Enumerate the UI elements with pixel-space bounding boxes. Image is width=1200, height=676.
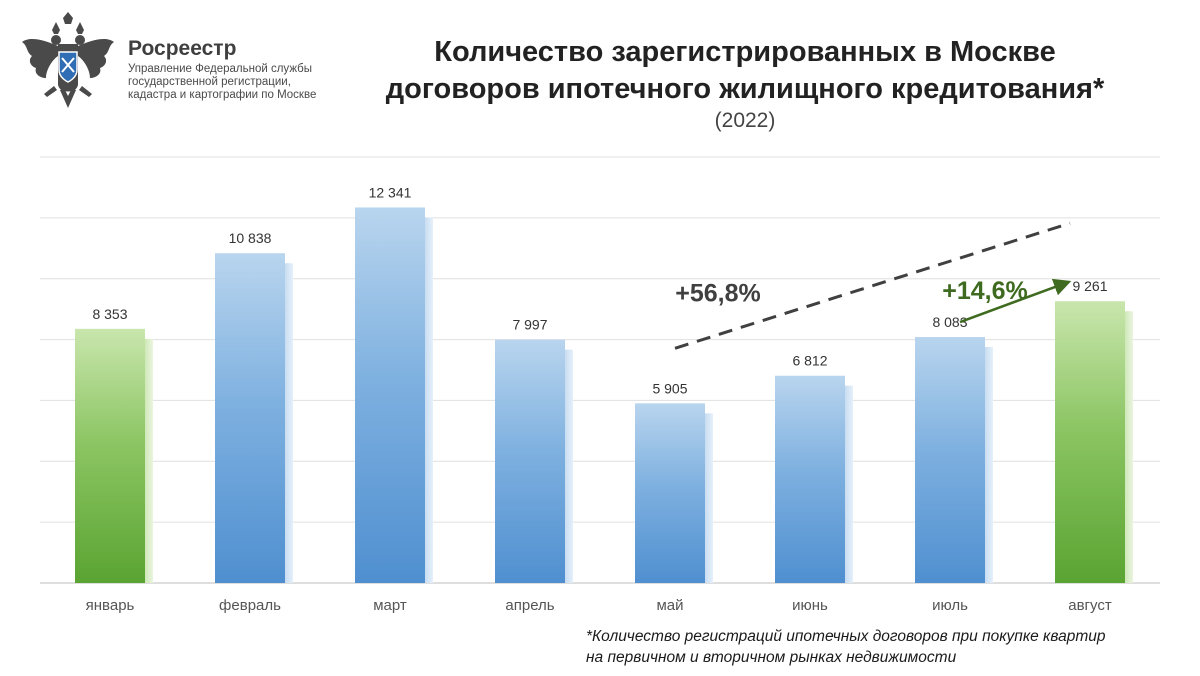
- x-tick-label: март: [373, 597, 407, 614]
- footnote-line: *Количество регистраций ипотечных догово…: [586, 628, 1106, 645]
- bar-май: [635, 403, 705, 583]
- annotations: +56,8% +14,6%: [674, 221, 1072, 350]
- org-description-line: государственной регистрации,: [128, 76, 291, 88]
- x-tick-label: июнь: [792, 597, 828, 614]
- double-headed-eagle-emblem-icon: [22, 12, 114, 108]
- annotation-label-dashed: +56,8%: [675, 279, 761, 307]
- value-label: 6 812: [792, 353, 827, 369]
- bar-shadow: [845, 385, 853, 583]
- x-tick-label: август: [1068, 597, 1112, 614]
- org-description-line: кадастра и картографии по Москве: [128, 89, 317, 101]
- bar-июнь: [775, 375, 845, 583]
- trend-dashed-line: [674, 221, 1071, 350]
- value-label: 8 083: [932, 314, 967, 330]
- footnote: *Количество регистраций ипотечных догово…: [586, 626, 1106, 668]
- chart-title-line-2: договоров ипотечного жилищного кредитова…: [385, 73, 1105, 105]
- value-label: 7 997: [512, 317, 547, 333]
- x-tick-label: июль: [932, 597, 968, 614]
- trend-arrow: [959, 278, 1072, 324]
- x-tick-label: апрель: [505, 597, 554, 614]
- org-description: Управление Федеральной службы государств…: [128, 63, 348, 102]
- x-tick-label: январь: [86, 597, 135, 614]
- chart-subtitle: (2022): [714, 109, 776, 132]
- footnote-line: на первичном и вторичном рынках недвижим…: [586, 649, 957, 666]
- x-tick-label: май: [656, 597, 683, 614]
- value-label: 10 838: [229, 230, 272, 246]
- value-labels: 8 353 10 838 12 341 7 997 5 905 6 812 8 083 9 2…: [92, 184, 1107, 396]
- annotation-label-arrow: +14,6%: [942, 277, 1028, 305]
- value-label: 5 905: [652, 380, 687, 396]
- value-label: 12 341: [369, 184, 412, 200]
- bar-март: [355, 207, 425, 583]
- bar-апрель: [495, 339, 565, 583]
- bar-январь: [75, 328, 145, 583]
- bar-июль: [915, 337, 985, 583]
- x-axis-labels: январь февраль март апрель май июнь июль август: [86, 597, 1112, 614]
- org-description-line: Управление Федеральной службы: [128, 63, 312, 75]
- bar-shadow: [1125, 311, 1133, 583]
- header: Росреестр Управление Федеральной службы …: [0, 0, 1200, 150]
- chart-title-line-1: Количество зарегистрированных в Москве: [434, 36, 1056, 68]
- bar-shadow: [145, 338, 153, 583]
- bar-shadow: [705, 413, 713, 583]
- bar-shadow: [285, 263, 293, 583]
- bar-февраль: [215, 253, 285, 583]
- value-label: 8 353: [92, 306, 127, 322]
- bar-shadow: [985, 347, 993, 583]
- bars: [75, 207, 1133, 583]
- bar-август: [1055, 301, 1125, 583]
- x-tick-label: февраль: [219, 597, 281, 614]
- org-name: Росреестр: [128, 37, 237, 60]
- bar-shadow: [425, 217, 433, 583]
- bar-shadow: [565, 349, 573, 583]
- value-label: 9 261: [1072, 278, 1107, 294]
